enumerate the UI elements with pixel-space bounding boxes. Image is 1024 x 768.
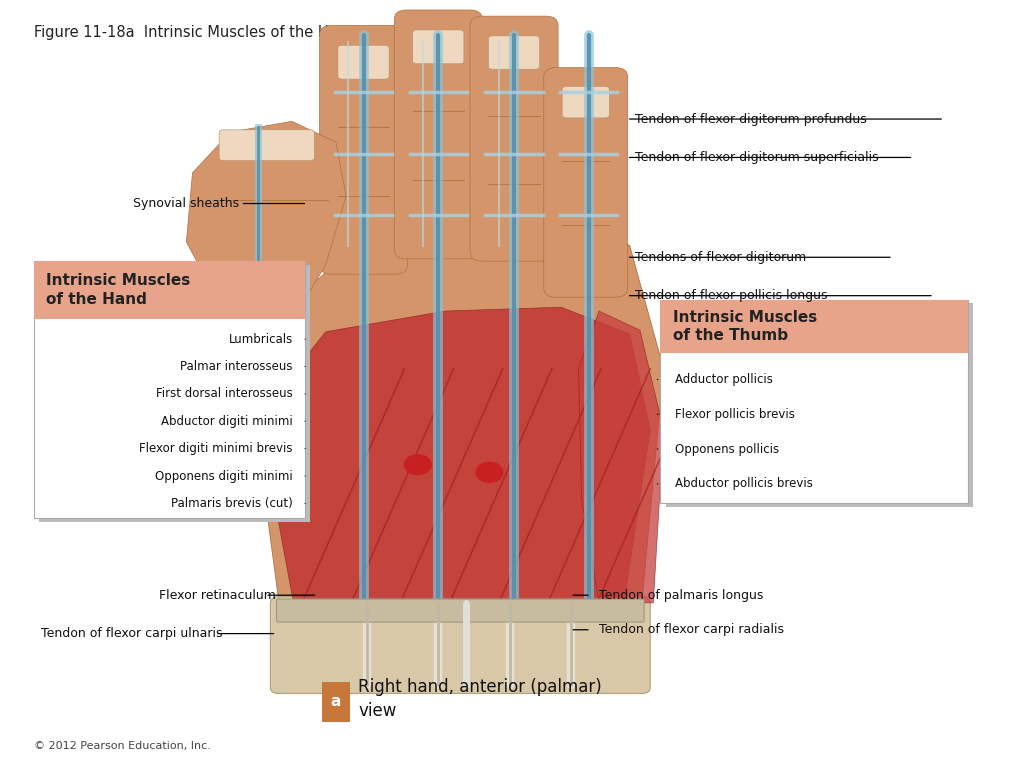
Text: Flexor retinaculum: Flexor retinaculum	[159, 589, 275, 601]
FancyBboxPatch shape	[660, 300, 968, 503]
Text: Palmar interosseus: Palmar interosseus	[180, 360, 293, 373]
Text: Abductor digiti minimi: Abductor digiti minimi	[161, 415, 293, 428]
Text: Synovial sheaths: Synovial sheaths	[133, 197, 240, 210]
Text: Tendon of flexor pollicis longus: Tendon of flexor pollicis longus	[635, 290, 827, 302]
FancyBboxPatch shape	[544, 68, 628, 297]
Polygon shape	[258, 227, 664, 622]
Text: Opponens pollicis: Opponens pollicis	[675, 442, 779, 455]
Text: Intrinsic Muscles
of the Hand: Intrinsic Muscles of the Hand	[46, 273, 190, 306]
FancyBboxPatch shape	[319, 25, 408, 274]
Polygon shape	[579, 311, 664, 603]
FancyBboxPatch shape	[660, 300, 968, 353]
Text: Adductor pollicis: Adductor pollicis	[675, 373, 773, 386]
FancyBboxPatch shape	[270, 597, 650, 694]
FancyBboxPatch shape	[413, 30, 464, 64]
FancyBboxPatch shape	[322, 682, 350, 722]
Text: Right hand, anterior (palmar)
view: Right hand, anterior (palmar) view	[358, 678, 602, 720]
Text: a: a	[331, 694, 341, 709]
FancyBboxPatch shape	[488, 36, 540, 69]
FancyBboxPatch shape	[219, 130, 314, 161]
Polygon shape	[186, 121, 346, 338]
Circle shape	[476, 462, 503, 482]
Text: Flexor pollicis brevis: Flexor pollicis brevis	[675, 408, 795, 421]
FancyBboxPatch shape	[666, 303, 973, 507]
Text: Opponens digiti minimi: Opponens digiti minimi	[155, 469, 293, 482]
FancyBboxPatch shape	[562, 87, 609, 118]
FancyBboxPatch shape	[34, 261, 305, 319]
Text: Intrinsic Muscles
of the Thumb: Intrinsic Muscles of the Thumb	[673, 310, 817, 343]
FancyBboxPatch shape	[34, 261, 305, 518]
Text: Abductor pollicis brevis: Abductor pollicis brevis	[675, 478, 813, 491]
Text: Tendon of flexor digitorum profundus: Tendon of flexor digitorum profundus	[635, 113, 866, 125]
FancyBboxPatch shape	[394, 10, 482, 259]
Text: © 2012 Pearson Education, Inc.: © 2012 Pearson Education, Inc.	[34, 741, 211, 751]
Text: Tendon of flexor carpi ulnaris: Tendon of flexor carpi ulnaris	[41, 627, 222, 640]
Text: Lumbricals: Lumbricals	[228, 333, 293, 346]
Text: Tendons of flexor digitorum: Tendons of flexor digitorum	[635, 251, 806, 263]
Text: Palmaris brevis (cut): Palmaris brevis (cut)	[171, 497, 293, 510]
Text: Tendon of flexor carpi radialis: Tendon of flexor carpi radialis	[599, 624, 784, 636]
FancyBboxPatch shape	[338, 45, 389, 79]
Polygon shape	[276, 307, 650, 611]
Circle shape	[404, 455, 431, 475]
Text: Tendon of palmaris longus: Tendon of palmaris longus	[599, 589, 764, 601]
Text: First dorsal interosseus: First dorsal interosseus	[156, 387, 293, 400]
FancyBboxPatch shape	[276, 599, 644, 622]
Text: Tendon of flexor digitorum superficialis: Tendon of flexor digitorum superficialis	[635, 151, 879, 164]
Text: Figure 11-18a  Intrinsic Muscles of the Hand: Figure 11-18a Intrinsic Muscles of the H…	[34, 25, 356, 40]
Text: Flexor digiti minimi brevis: Flexor digiti minimi brevis	[139, 442, 293, 455]
FancyBboxPatch shape	[39, 265, 310, 522]
FancyBboxPatch shape	[470, 16, 558, 261]
